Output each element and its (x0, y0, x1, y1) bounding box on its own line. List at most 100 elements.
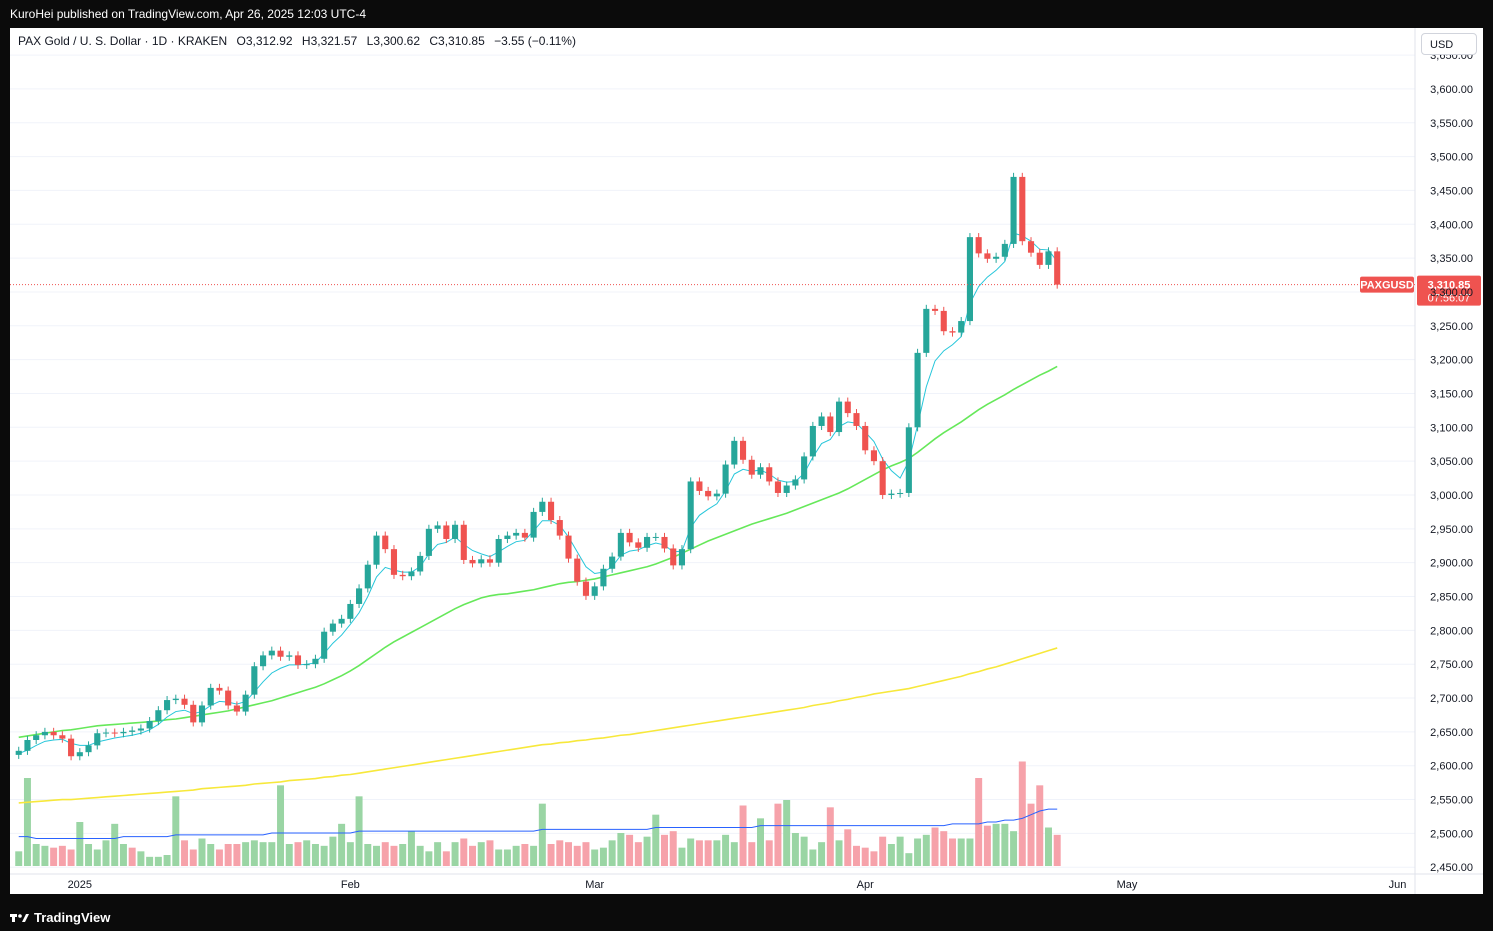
volume-bar (757, 818, 764, 866)
y-tick-label: 3,550.00 (1430, 118, 1473, 130)
volume-bar (887, 844, 895, 866)
volume-bar (102, 840, 110, 866)
candle-body (242, 694, 249, 712)
published-header: KuroHei published on TradingView.com, Ap… (0, 0, 1493, 28)
volume-bar (669, 831, 677, 866)
candle-body (146, 721, 153, 729)
volume-bar (826, 807, 834, 866)
candle-body (966, 237, 973, 322)
candle-body (897, 492, 904, 494)
x-tick-label: Mar (585, 879, 604, 891)
y-tick-label: 2,800.00 (1430, 625, 1473, 637)
y-tick-label: 2,750.00 (1430, 659, 1473, 671)
candle-body (303, 664, 310, 666)
currency-button[interactable]: USD (1421, 33, 1477, 55)
volume-bar (207, 844, 215, 866)
volume-bar (85, 844, 93, 866)
candle-body (870, 450, 877, 462)
symbol-name: PAX Gold / U. S. Dollar · 1D · KRAKEN (18, 34, 228, 48)
candle-body (469, 559, 476, 564)
candle-body (905, 427, 912, 493)
x-tick-label: May (1117, 879, 1138, 891)
volume-bar (268, 842, 276, 866)
candle-body (766, 467, 773, 482)
candle-body (294, 655, 302, 665)
volume-bar (661, 834, 668, 866)
y-tick-label: 2,900.00 (1430, 558, 1473, 570)
volume-bar (966, 838, 974, 866)
candle-body (207, 687, 214, 706)
volume-bar (626, 834, 634, 866)
candle-body (617, 532, 624, 557)
candle-body (678, 549, 686, 566)
y-tick-label: 3,050.00 (1430, 456, 1473, 468)
y-tick-label: 3,350.00 (1430, 253, 1473, 265)
candle-body (1054, 251, 1061, 285)
candle-body (556, 520, 563, 536)
ohlc-low: L3,300.62 (366, 34, 421, 48)
ohlc-high: H3,321.57 (301, 34, 358, 48)
volume-bar (277, 785, 285, 866)
candle-body (835, 401, 843, 433)
candle-body (940, 310, 947, 332)
y-tick-label: 2,950.00 (1430, 524, 1473, 536)
y-tick-label: 2,850.00 (1430, 592, 1473, 604)
volume-bar (835, 840, 843, 866)
y-tick-label: 3,600.00 (1430, 84, 1473, 96)
candle-body (329, 623, 336, 632)
volume-bar (128, 847, 136, 866)
candle-body (347, 603, 354, 619)
y-tick-label: 2,550.00 (1430, 795, 1473, 807)
y-tick-label: 3,250.00 (1430, 321, 1473, 333)
volume-bar (416, 845, 424, 866)
volume-bar (870, 851, 878, 866)
price-tag-countdown: 07:56:07 (1428, 293, 1471, 305)
volume-bar (373, 845, 381, 866)
candle-body (513, 532, 520, 536)
volume-bar (381, 842, 389, 866)
chart-panel[interactable]: PAXGUSD 3,310.85 07:56:07 3,650.00 3,600.00 3… (10, 28, 1483, 894)
candle-body (801, 456, 808, 480)
volume-bar (739, 805, 747, 866)
volume-bar (119, 844, 127, 866)
candle-body (879, 461, 886, 495)
y-tick-label: 3,500.00 (1430, 152, 1473, 164)
candle-body (582, 581, 590, 596)
symbol-legend: PAX Gold / U. S. Dollar · 1D · KRAKEN O3… (18, 34, 582, 48)
volume-bar (442, 851, 450, 866)
volume-bar (477, 842, 485, 866)
volume-bar (896, 836, 904, 866)
volume-bar (1018, 761, 1026, 866)
candle-body (137, 728, 144, 731)
candle-body (478, 559, 485, 564)
volume-bar (975, 778, 983, 866)
volume-bar (460, 838, 468, 866)
volume-bar (1027, 803, 1035, 866)
volume-bar (58, 845, 66, 866)
candle-body (600, 568, 607, 587)
price-chart[interactable]: PAXGUSD 3,310.8507:56:073,650.003,600.003… (10, 28, 1483, 894)
volume-bar (914, 838, 922, 866)
volume-bar (1010, 831, 1018, 866)
volume-bar (818, 842, 826, 866)
volume-bar (922, 834, 930, 866)
y-tick-label: 3,100.00 (1430, 422, 1473, 434)
volume-bar (320, 845, 328, 866)
volume-bar (469, 845, 477, 866)
volume-bar (599, 847, 607, 866)
candle-body (452, 524, 459, 539)
candle-body (652, 536, 659, 538)
published-text: KuroHei published on TradingView.com, Ap… (10, 7, 366, 21)
volume-bar (1053, 834, 1061, 866)
candle-body (1036, 252, 1043, 265)
candle-body (722, 464, 729, 494)
volume-bar (538, 803, 546, 866)
sma-200-line (18, 647, 1058, 804)
volume-bar (41, 845, 49, 866)
volume-bar (948, 838, 956, 866)
volume-bar (643, 836, 651, 866)
volume-bar (346, 842, 354, 866)
candle-body (76, 752, 83, 757)
candle-body (504, 535, 511, 539)
candle-body (338, 618, 345, 624)
